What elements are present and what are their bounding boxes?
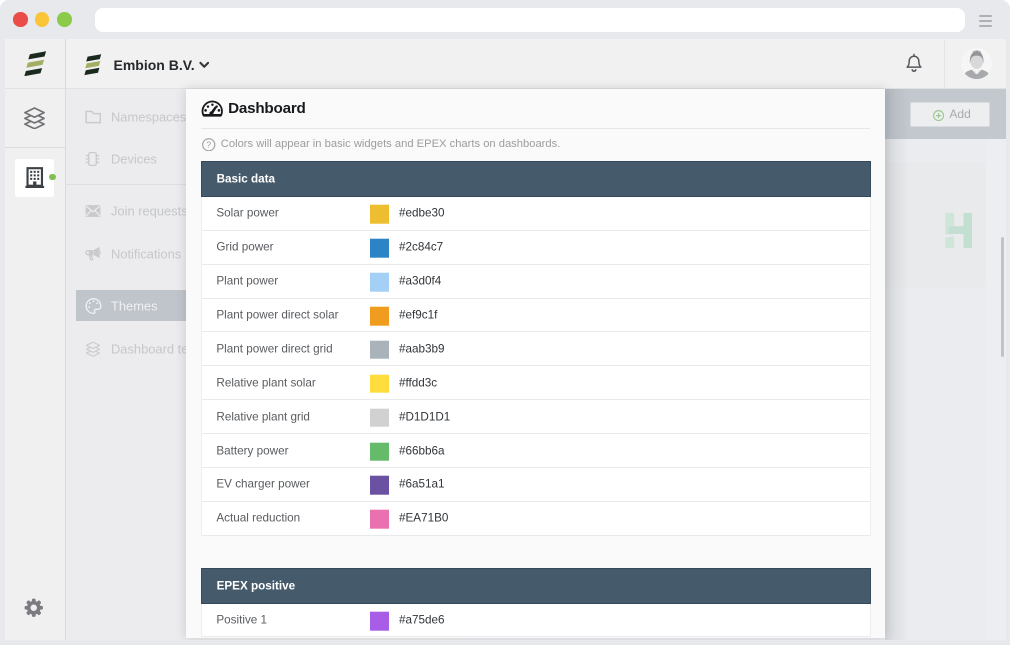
svg-text:?: ? [207,139,212,149]
